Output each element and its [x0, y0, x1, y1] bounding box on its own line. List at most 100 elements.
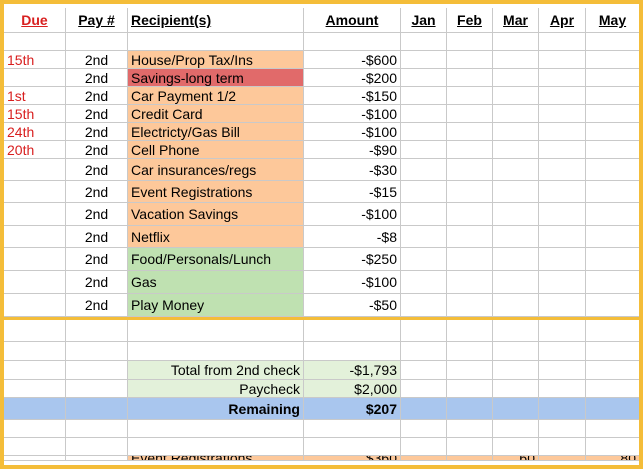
amount-cell[interactable]: -$600: [304, 51, 401, 69]
month-cell[interactable]: [586, 69, 639, 87]
month-cell[interactable]: [447, 294, 493, 317]
pay-cell[interactable]: 2nd: [66, 69, 128, 87]
month-cell[interactable]: [539, 226, 586, 248]
blank-cell[interactable]: [128, 33, 304, 51]
month-cell[interactable]: [401, 203, 447, 226]
header-recipient[interactable]: Recipient(s): [128, 8, 304, 33]
month-cell[interactable]: [493, 141, 539, 159]
blank-cell[interactable]: [4, 438, 66, 456]
month-cell[interactable]: [586, 294, 639, 317]
due-cell[interactable]: [4, 203, 66, 226]
due-cell[interactable]: [4, 226, 66, 248]
due-cell[interactable]: [4, 181, 66, 203]
month-cell[interactable]: [401, 51, 447, 69]
month-cell[interactable]: [493, 226, 539, 248]
remaining-label[interactable]: Remaining: [128, 398, 304, 420]
month-cell[interactable]: [539, 181, 586, 203]
amount-cell[interactable]: -$100: [304, 123, 401, 141]
blank-cell[interactable]: [539, 398, 586, 420]
month-cell[interactable]: [493, 69, 539, 87]
month-cell[interactable]: [493, 51, 539, 69]
tracker-feb[interactable]: [447, 456, 493, 461]
blank-cell[interactable]: [401, 320, 447, 342]
blank-cell[interactable]: [493, 420, 539, 438]
blank-cell[interactable]: [66, 420, 128, 438]
blank-cell[interactable]: [401, 380, 447, 398]
due-cell[interactable]: [4, 271, 66, 294]
month-cell[interactable]: [401, 87, 447, 105]
blank-cell[interactable]: [66, 361, 128, 380]
recipient-cell[interactable]: Car Payment 1/2: [128, 87, 304, 105]
blank-cell[interactable]: [401, 361, 447, 380]
month-cell[interactable]: [586, 141, 639, 159]
month-cell[interactable]: [447, 69, 493, 87]
blank-cell[interactable]: [447, 398, 493, 420]
recipient-cell[interactable]: Savings-long term: [128, 69, 304, 87]
total-value[interactable]: -$1,793: [304, 361, 401, 380]
blank-cell[interactable]: [4, 361, 66, 380]
month-cell[interactable]: [447, 123, 493, 141]
month-cell[interactable]: [493, 105, 539, 123]
tracker-apr[interactable]: [539, 456, 586, 461]
month-cell[interactable]: [401, 271, 447, 294]
blank-cell[interactable]: [401, 398, 447, 420]
blank-cell[interactable]: [586, 361, 639, 380]
blank-cell[interactable]: [66, 33, 128, 51]
blank-cell[interactable]: [586, 438, 639, 456]
pay-cell[interactable]: 2nd: [66, 181, 128, 203]
blank-cell[interactable]: [4, 342, 66, 361]
blank-cell[interactable]: [4, 398, 66, 420]
header-feb[interactable]: Feb: [447, 8, 493, 33]
month-cell[interactable]: [447, 87, 493, 105]
month-cell[interactable]: [401, 141, 447, 159]
blank-cell[interactable]: [304, 438, 401, 456]
month-cell[interactable]: [401, 181, 447, 203]
month-cell[interactable]: [447, 226, 493, 248]
due-cell[interactable]: 24th: [4, 123, 66, 141]
blank-cell[interactable]: [493, 33, 539, 51]
blank-cell[interactable]: [447, 342, 493, 361]
month-cell[interactable]: [401, 226, 447, 248]
blank-cell[interactable]: [447, 380, 493, 398]
blank-cell[interactable]: [4, 320, 66, 342]
month-cell[interactable]: [539, 271, 586, 294]
pay-cell[interactable]: 2nd: [66, 203, 128, 226]
header-may[interactable]: May: [586, 8, 639, 33]
blank-cell[interactable]: [304, 33, 401, 51]
month-cell[interactable]: [447, 271, 493, 294]
amount-cell[interactable]: -$50: [304, 294, 401, 317]
month-cell[interactable]: [401, 159, 447, 181]
month-cell[interactable]: [586, 248, 639, 271]
month-cell[interactable]: [539, 123, 586, 141]
blank-cell[interactable]: [447, 33, 493, 51]
blank-cell[interactable]: [539, 33, 586, 51]
pay-cell[interactable]: 2nd: [66, 87, 128, 105]
pay-cell[interactable]: 2nd: [66, 123, 128, 141]
month-cell[interactable]: [493, 159, 539, 181]
month-cell[interactable]: [401, 123, 447, 141]
due-cell[interactable]: 20th: [4, 141, 66, 159]
recipient-cell[interactable]: House/Prop Tax/Ins: [128, 51, 304, 69]
month-cell[interactable]: [539, 141, 586, 159]
blank-cell[interactable]: [586, 420, 639, 438]
recipient-cell[interactable]: Vacation Savings: [128, 203, 304, 226]
month-cell[interactable]: [447, 203, 493, 226]
pay-cell[interactable]: 2nd: [66, 141, 128, 159]
blank-cell[interactable]: [539, 420, 586, 438]
recipient-cell[interactable]: Play Money: [128, 294, 304, 317]
blank-cell[interactable]: [539, 438, 586, 456]
amount-cell[interactable]: -$100: [304, 105, 401, 123]
recipient-cell[interactable]: Electricty/Gas Bill: [128, 123, 304, 141]
month-cell[interactable]: [539, 51, 586, 69]
due-cell[interactable]: 15th: [4, 105, 66, 123]
blank-cell[interactable]: [66, 320, 128, 342]
due-cell[interactable]: [4, 248, 66, 271]
header-pay[interactable]: Pay #: [66, 8, 128, 33]
month-cell[interactable]: [493, 294, 539, 317]
blank-cell[interactable]: [493, 320, 539, 342]
month-cell[interactable]: [493, 181, 539, 203]
blank-cell[interactable]: [4, 420, 66, 438]
month-cell[interactable]: [539, 87, 586, 105]
blank-cell[interactable]: [586, 398, 639, 420]
blank-cell[interactable]: [128, 320, 304, 342]
